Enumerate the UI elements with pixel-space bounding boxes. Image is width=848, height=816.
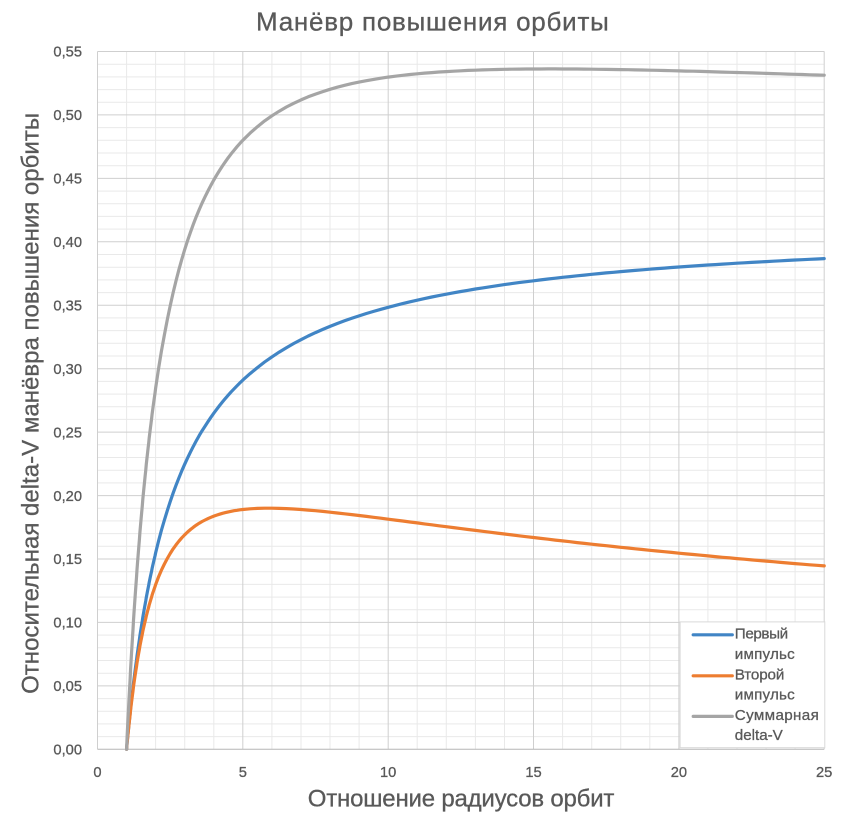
svg-text:5: 5 <box>239 765 247 781</box>
svg-text:0,20: 0,20 <box>53 489 82 505</box>
svg-text:delta-V: delta-V <box>735 727 784 744</box>
svg-text:0: 0 <box>93 765 101 781</box>
svg-text:0,05: 0,05 <box>53 679 82 695</box>
svg-text:0,50: 0,50 <box>53 108 82 124</box>
svg-text:0,00: 0,00 <box>53 743 82 759</box>
svg-text:0,45: 0,45 <box>53 172 82 188</box>
svg-text:импульс: импульс <box>735 687 795 704</box>
svg-text:импульс: импульс <box>735 646 795 663</box>
svg-text:0,30: 0,30 <box>53 362 82 378</box>
svg-text:0,10: 0,10 <box>53 616 82 632</box>
svg-text:20: 20 <box>671 765 687 781</box>
svg-text:0,15: 0,15 <box>53 552 82 568</box>
svg-text:15: 15 <box>525 765 541 781</box>
svg-text:Второй: Второй <box>735 666 785 683</box>
svg-text:Относительная delta-V манёвра: Относительная delta-V манёвра повышения … <box>18 113 45 694</box>
svg-text:Отношение радиусов орбит: Отношение радиусов орбит <box>308 786 615 813</box>
svg-text:25: 25 <box>816 765 832 781</box>
svg-text:0,25: 0,25 <box>53 425 82 441</box>
svg-text:0,40: 0,40 <box>53 235 82 251</box>
svg-text:0,55: 0,55 <box>53 45 82 61</box>
svg-text:Суммарная: Суммарная <box>735 707 819 724</box>
svg-text:Первый: Первый <box>735 625 788 642</box>
svg-text:Манёвр повышения орбиты: Манёвр повышения орбиты <box>256 7 609 37</box>
svg-text:10: 10 <box>380 765 396 781</box>
svg-text:0,35: 0,35 <box>53 298 82 314</box>
